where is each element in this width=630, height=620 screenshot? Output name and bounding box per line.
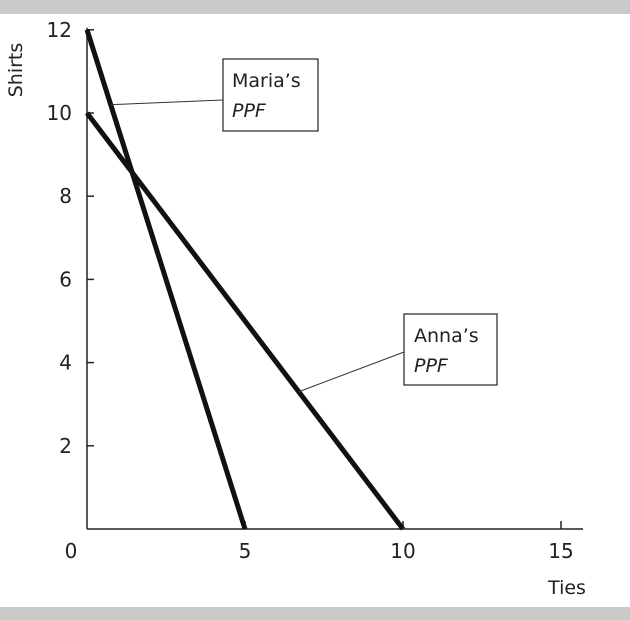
ticks	[87, 29, 562, 529]
x-tick-label-5: 5	[239, 539, 252, 563]
maria-ppf-line	[84, 29, 248, 530]
y-tick-label-10: 10	[47, 101, 72, 125]
y-tick-label-8: 8	[59, 184, 72, 208]
maria-pointer-line	[110, 99, 224, 106]
anna-ppf-line	[85, 111, 405, 531]
anna-pointer-line	[298, 351, 405, 393]
x-tick-label-10: 10	[390, 539, 415, 563]
x-axis-title: Ties	[547, 577, 586, 599]
anna-callout-box	[403, 313, 498, 386]
y-axis-title: Shirts	[5, 43, 27, 98]
maria-callout: Maria’s PPF	[110, 58, 319, 132]
maria-callout-ppf: PPF	[232, 100, 267, 122]
x-tick-label-15: 15	[548, 539, 573, 563]
top-band	[0, 0, 630, 14]
anna-callout-name: Anna’s	[414, 325, 479, 347]
anna-callout-ppf: PPF	[414, 355, 449, 377]
maria-callout-name: Maria’s	[232, 70, 301, 92]
x-tick-label-0: 0	[65, 539, 78, 563]
anna-callout: Anna’s PPF	[298, 313, 498, 393]
maria-callout-box	[222, 58, 319, 132]
bottom-band	[0, 607, 630, 620]
y-tick-label-2: 2	[59, 434, 72, 458]
y-tick-label-6: 6	[59, 267, 72, 291]
y-tick-label-4: 4	[59, 351, 72, 375]
series-lines	[84, 29, 405, 531]
y-tick-label-12: 12	[47, 18, 72, 42]
tick-labels: 0 5 10 15 2 4 6 8 10 12	[47, 18, 574, 563]
